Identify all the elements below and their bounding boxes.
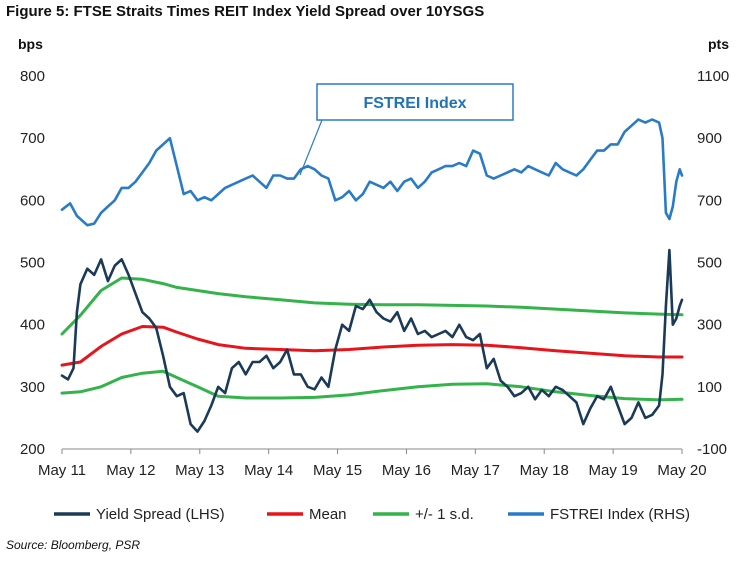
x-tick-label: May 11 — [38, 462, 86, 479]
y-right-tick-label: 300 — [697, 317, 722, 334]
y-left-tick-label: 300 — [20, 379, 45, 396]
y-left-tick-label: 500 — [20, 255, 45, 272]
y-right-tick-label: -100 — [697, 441, 727, 458]
series-line-sd-upper — [60, 276, 684, 336]
y-right-tick-label: 900 — [697, 130, 722, 147]
series-layer — [60, 118, 684, 433]
x-tick-label: May 20 — [657, 462, 706, 479]
legend: Yield Spread (LHS) Mean +/- 1 s.d. FSTREI I… — [54, 506, 690, 523]
callout-pointer — [299, 119, 323, 176]
x-tick-label: May 15 — [313, 462, 362, 479]
y-right-tick-label: 100 — [697, 379, 722, 396]
callout: FSTREI Index — [299, 83, 514, 176]
y-left-tick-label: 700 — [20, 130, 45, 147]
y-right-tick-label: 700 — [697, 192, 722, 209]
y-right-tick-label: 500 — [697, 255, 722, 272]
x-tick-label: May 18 — [520, 462, 569, 479]
chart-title: Figure 5: FTSE Straits Times REIT Index … — [6, 3, 485, 20]
legend-label-mean: Mean — [309, 506, 347, 523]
y-left-tick-label: 400 — [20, 317, 45, 334]
right-axis-unit: pts — [708, 36, 729, 52]
y-left-tick-label: 600 — [20, 192, 45, 209]
x-tick-label: May 19 — [589, 462, 638, 479]
x-tick-label: May 16 — [382, 462, 431, 479]
source-note: Source: Bloomberg, PSR — [6, 538, 141, 552]
legend-label-fstrei-index: FSTREI Index (RHS) — [550, 506, 690, 523]
series-line-fstrei-index — [60, 118, 684, 227]
y-left-tick-label: 200 — [20, 441, 45, 458]
x-tick-label: May 14 — [244, 462, 293, 479]
legend-label-sd: +/- 1 s.d. — [415, 506, 474, 523]
y-right-tick-label: 1100 — [697, 68, 729, 85]
axes: May 11 May 12 May 13 May 14 May 15 May 16 May … — [20, 68, 729, 479]
series-line-yield-spread — [60, 248, 684, 433]
x-tick-label: May 13 — [175, 462, 224, 479]
callout-label: FSTREI Index — [363, 95, 466, 112]
y-left-tick-label: 800 — [20, 68, 45, 85]
series-line-sd-lower — [60, 369, 684, 402]
callout-box — [316, 83, 514, 121]
left-axis-unit: bps — [18, 36, 43, 52]
series-line-mean — [60, 325, 684, 367]
legend-label-yield-spread: Yield Spread (LHS) — [96, 506, 225, 523]
x-tick-label: May 17 — [451, 462, 500, 479]
x-tick-label: May 12 — [106, 462, 155, 479]
